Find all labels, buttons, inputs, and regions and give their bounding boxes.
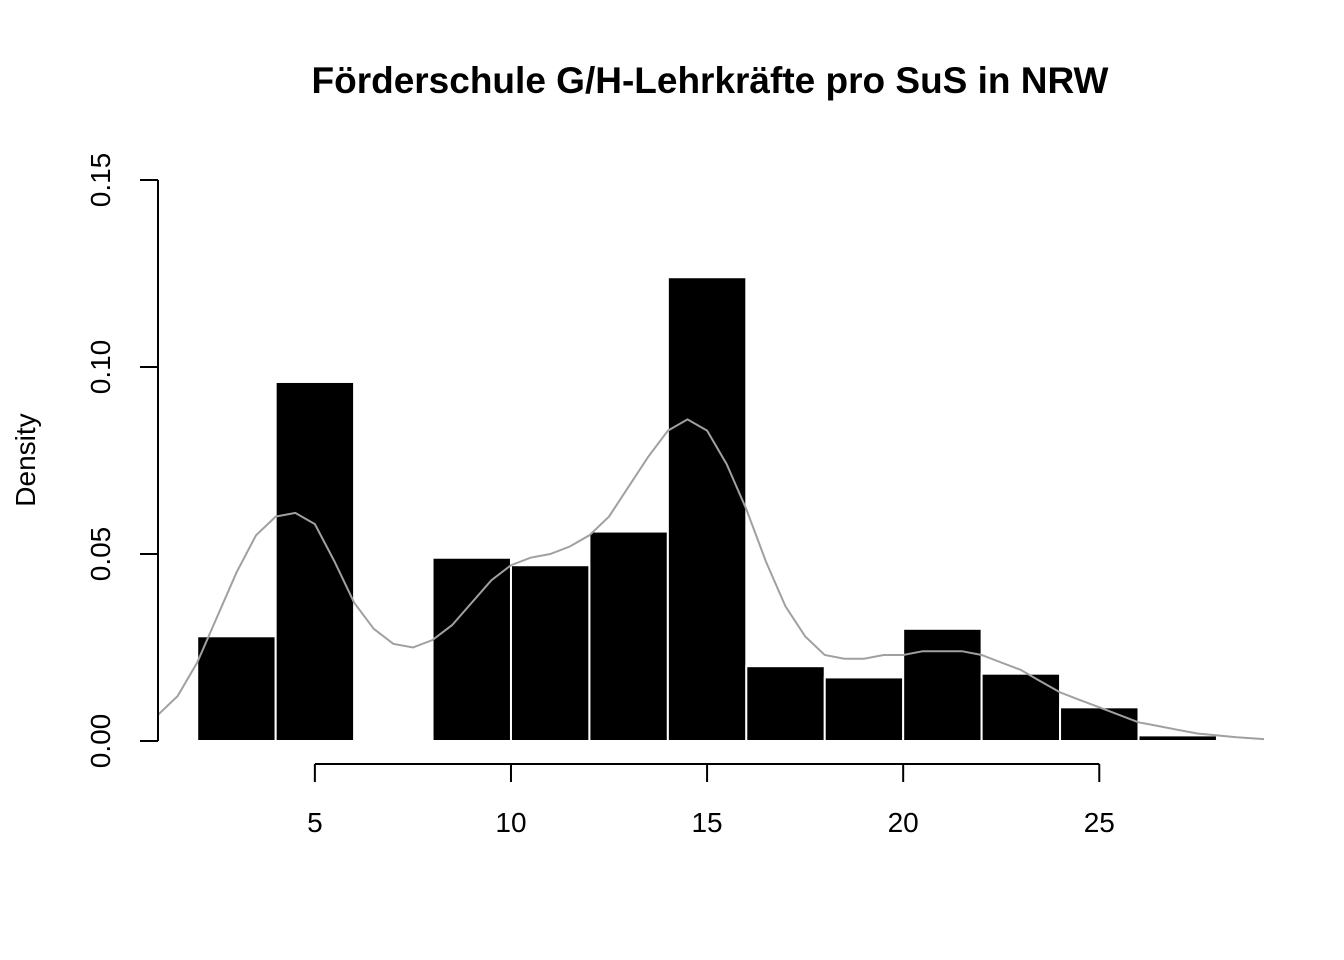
histogram-bar-5 bbox=[588, 530, 669, 742]
x-tick-label-4: 25 bbox=[1084, 807, 1115, 838]
histogram-bar-8 bbox=[823, 676, 905, 742]
x-tick-label-2: 15 bbox=[691, 807, 722, 838]
y-tick-label-1: 0.05 bbox=[85, 527, 116, 582]
histogram-bar-6 bbox=[666, 276, 748, 742]
histogram-bar-11 bbox=[1059, 706, 1140, 743]
y-tick-label-3: 0.15 bbox=[85, 153, 116, 208]
y-tick-label-2: 0.10 bbox=[85, 340, 116, 395]
histogram-bars bbox=[196, 276, 1218, 743]
x-tick-label-0: 5 bbox=[307, 807, 323, 838]
histogram-bar-9 bbox=[902, 627, 983, 742]
x-axis: 5 10 15 20 25 bbox=[307, 763, 1115, 838]
x-tick-label-3: 20 bbox=[888, 807, 919, 838]
chart-title: Förderschule G/H-Lehrkräfte pro SuS in N… bbox=[312, 60, 1109, 101]
histogram-bar-0 bbox=[196, 635, 277, 743]
histogram-bar-10 bbox=[980, 672, 1062, 742]
x-tick-label-1: 10 bbox=[495, 807, 526, 838]
y-axis: 0.00 0.05 0.10 0.15 bbox=[85, 153, 159, 769]
histogram-bar-12 bbox=[1137, 734, 1218, 743]
y-tick-label-0: 0.00 bbox=[85, 714, 116, 769]
histogram-bar-4 bbox=[509, 564, 591, 742]
histogram-bar-7 bbox=[745, 665, 826, 743]
y-axis-label: Density bbox=[10, 413, 41, 506]
histogram-bar-1 bbox=[274, 380, 356, 742]
histogram-bar-3 bbox=[431, 556, 512, 742]
density-curve bbox=[157, 418, 1265, 741]
